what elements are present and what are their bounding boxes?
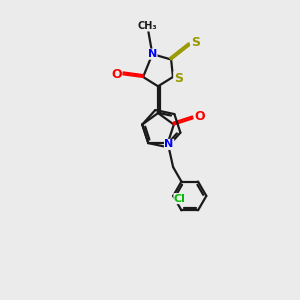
Text: N: N [148, 49, 157, 59]
Text: O: O [194, 110, 205, 124]
Text: Cl: Cl [174, 194, 186, 204]
Text: S: S [174, 72, 183, 85]
Text: O: O [111, 68, 122, 81]
Text: S: S [191, 36, 200, 49]
Text: CH₃: CH₃ [137, 21, 157, 31]
Text: N: N [164, 140, 174, 149]
